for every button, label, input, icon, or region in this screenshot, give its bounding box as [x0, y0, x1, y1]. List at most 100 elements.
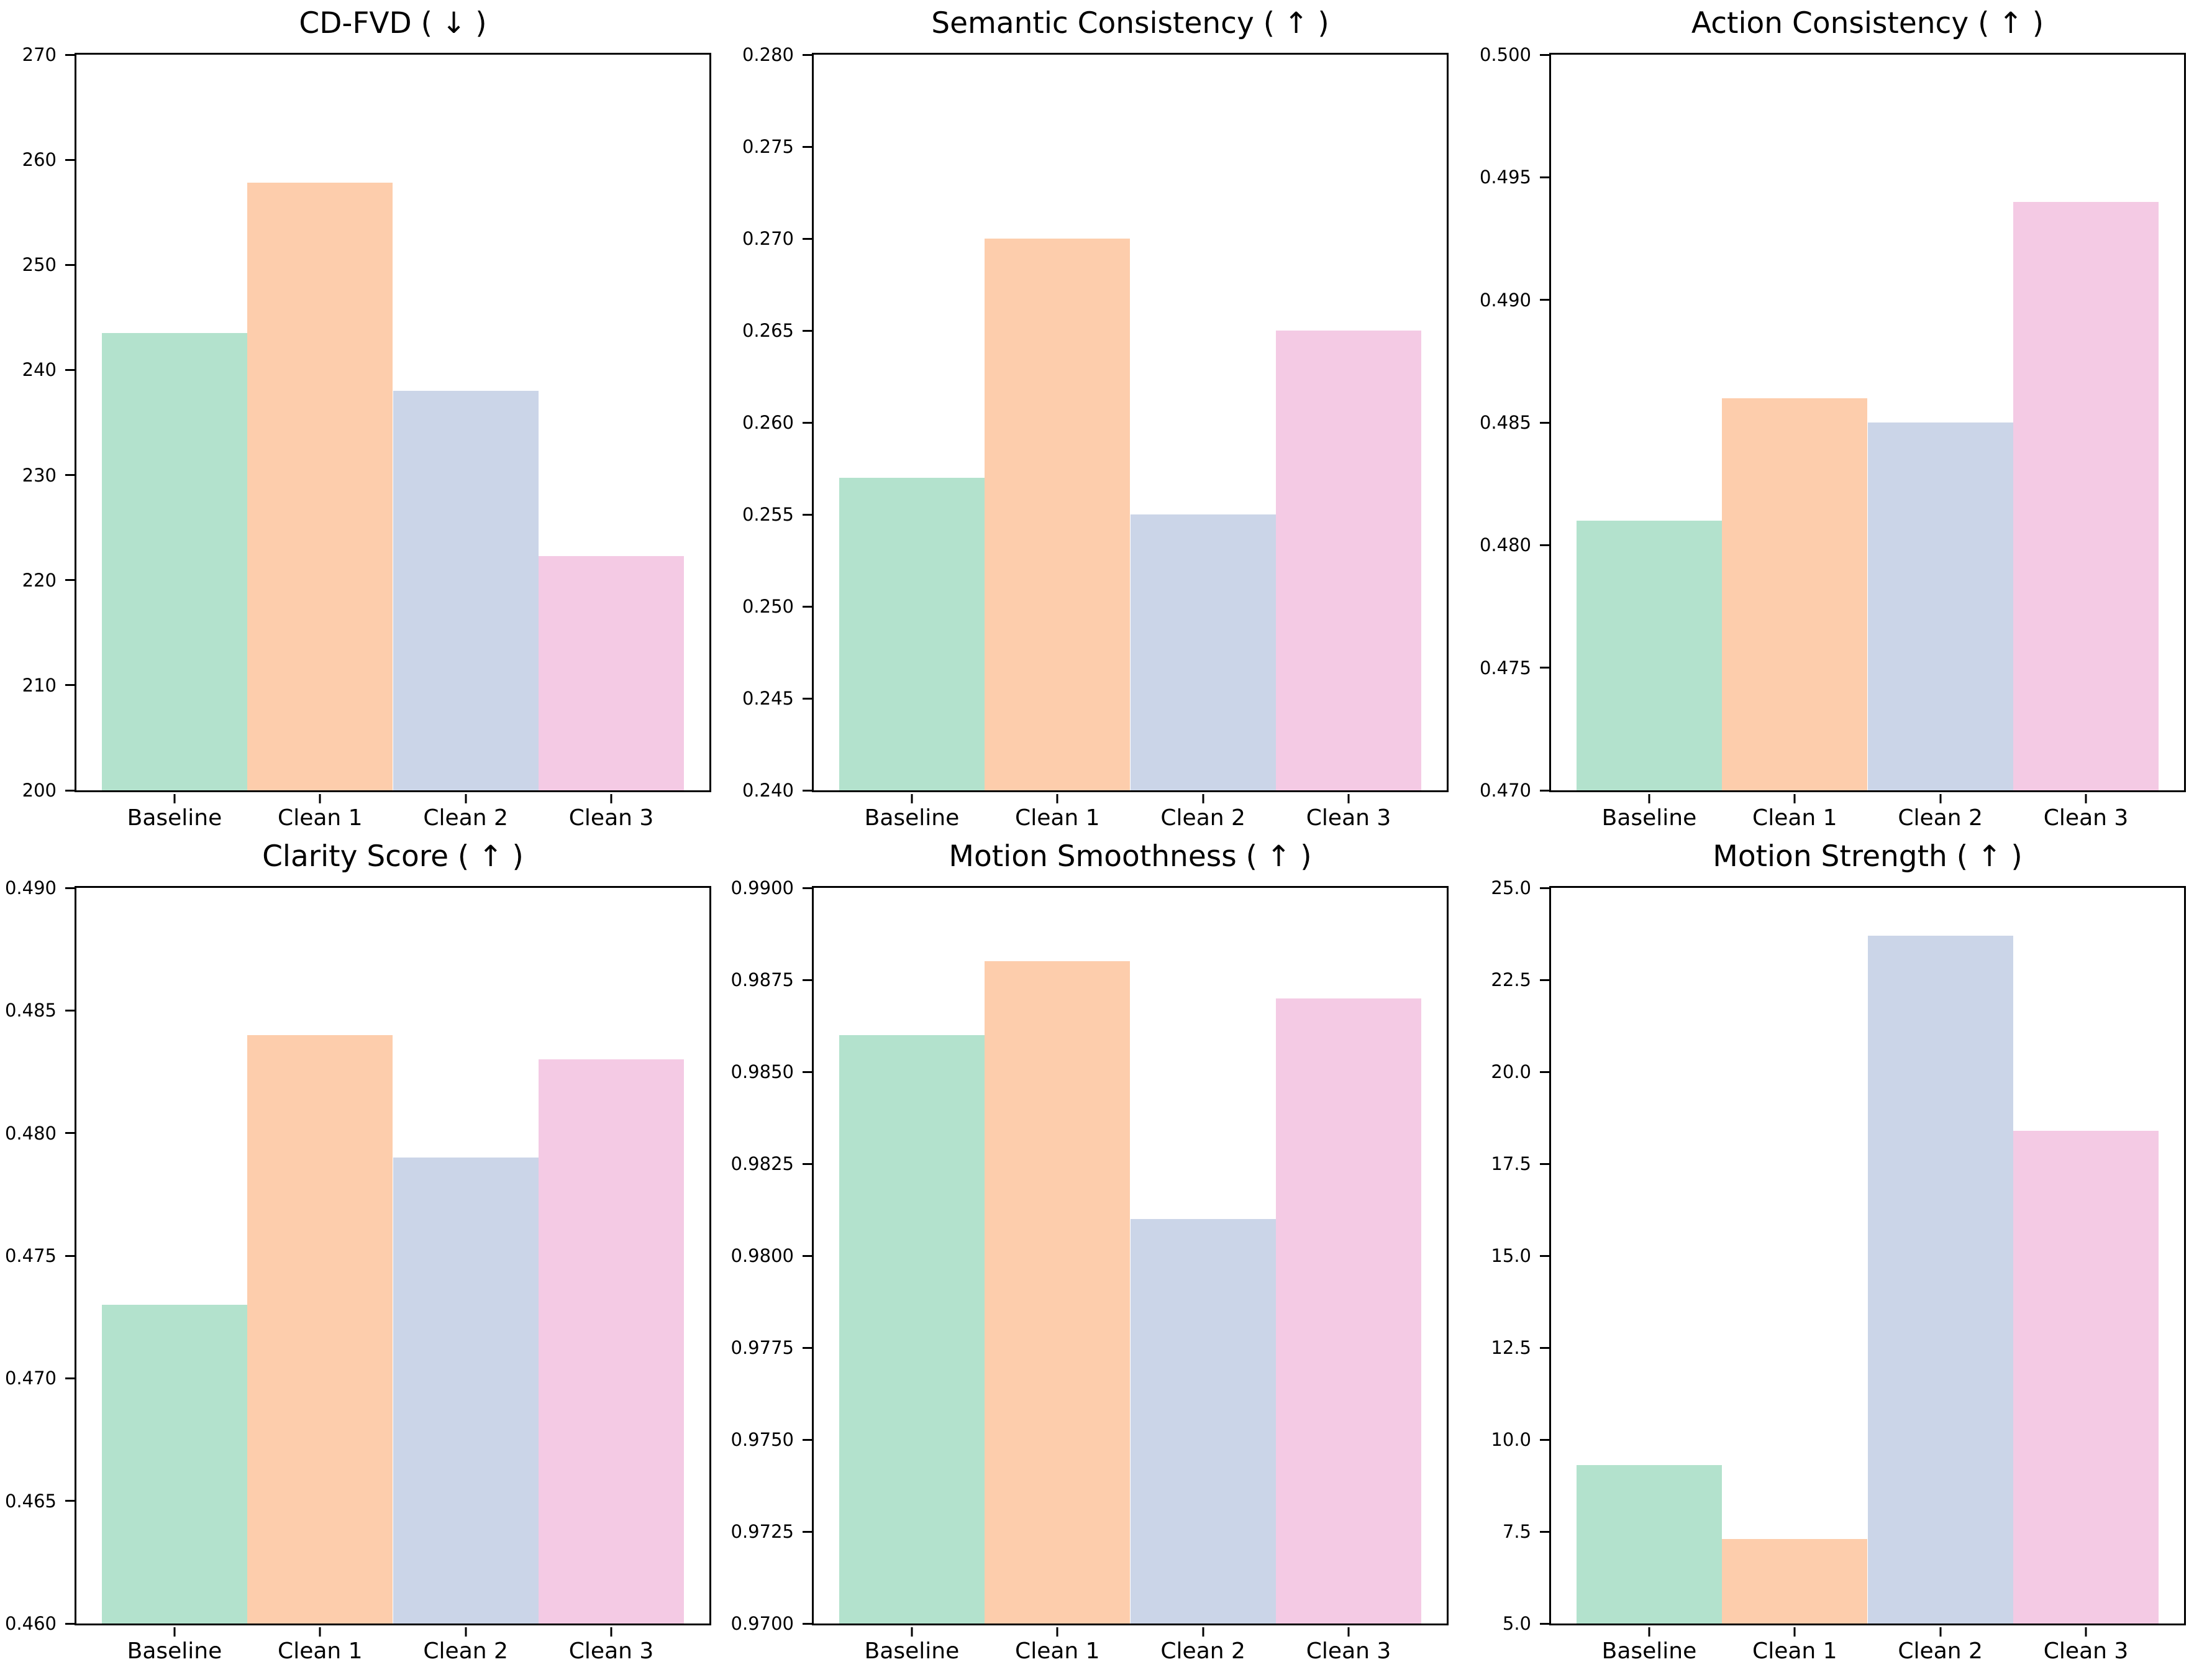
y-tick-mark: [1540, 1071, 1549, 1073]
y-tick-label: 0.270: [742, 228, 794, 249]
y-tick-label: 0.460: [4, 1613, 57, 1634]
bar-baseline: [1576, 520, 1723, 790]
y-tick-mark: [803, 1254, 812, 1257]
y-tick-mark: [1540, 421, 1549, 424]
y-tick-label: 260: [22, 149, 57, 171]
chart-title: Motion Smoothness ( ↑ ): [949, 839, 1312, 874]
x-tick-label: Clean 2: [1160, 1638, 1245, 1664]
x-tick-mark: [1939, 794, 1942, 803]
x-tick-mark: [1347, 1627, 1350, 1637]
x-tick-mark: [319, 1627, 321, 1637]
x-tick-mark: [465, 1627, 467, 1637]
x-tick-label: Baseline: [864, 1638, 960, 1664]
bar-clean-3: [2013, 201, 2159, 790]
x-tick-mark: [2085, 1627, 2087, 1637]
bar-clean-2: [1867, 935, 2013, 1624]
y-tick-mark: [803, 145, 812, 148]
y-tick-mark: [65, 1009, 75, 1012]
y-tick-label: 0.9775: [731, 1337, 794, 1358]
x-tick-mark: [1202, 794, 1204, 803]
y-tick-mark: [803, 887, 812, 889]
plot-area: 0.9700 0.9725 0.9750 0.9775 0.9800 0.9825 0.98…: [731, 877, 1449, 1664]
y-tick-label: 0.280: [742, 44, 794, 65]
y-tick-label: 0.245: [742, 688, 794, 709]
y-tick-label: 240: [22, 359, 57, 381]
y-tick-label: 25.0: [1491, 877, 1531, 898]
y-tick-label: 0.480: [4, 1122, 57, 1144]
x-tick-mark: [2085, 794, 2087, 803]
y-tick-label: 270: [22, 44, 57, 65]
subplot-action-consistency: Action Consistency ( ↑ ) 0.470 0.475 0.480…: [1475, 0, 2212, 833]
y-tick-mark: [65, 1377, 75, 1379]
x-tick-mark: [610, 794, 612, 803]
y-tick-label: 0.255: [742, 504, 794, 525]
y-tick-label: 0.480: [1479, 534, 1531, 556]
x-tick-label: Clean 2: [1898, 1638, 1983, 1664]
chart-title: CD-FVD ( ↓ ): [299, 6, 487, 40]
y-tick-label: 200: [22, 780, 57, 801]
bar-clean-3: [1275, 998, 1422, 1624]
bar-clean-1: [247, 183, 393, 790]
x-tick-mark: [1056, 1627, 1058, 1637]
bar-baseline: [101, 1304, 248, 1624]
y-tick-mark: [65, 789, 75, 792]
y-tick-mark: [803, 1530, 812, 1533]
y-tick-label: 0.250: [742, 596, 794, 617]
y-tick-mark: [1540, 1622, 1549, 1625]
bar-baseline: [839, 477, 985, 790]
x-tick-label: Clean 3: [1306, 805, 1391, 831]
x-tick-mark: [173, 794, 176, 803]
bar-baseline: [1576, 1465, 1723, 1624]
y-tick-label: 0.9800: [731, 1245, 794, 1266]
y-tick-mark: [1540, 1346, 1549, 1349]
y-tick-mark: [803, 1071, 812, 1073]
y-tick-label: 20.0: [1491, 1061, 1531, 1082]
y-tick-mark: [1540, 1162, 1549, 1165]
y-tick-label: 0.9825: [731, 1153, 794, 1174]
y-tick-label: 230: [22, 464, 57, 486]
bar-clean-3: [538, 555, 685, 790]
plot-area: 5.0 7.5 10.0 12.5 15.0 17.5 20.0 22.5 25.0 Baseli…: [1491, 877, 2186, 1664]
y-tick-mark: [1540, 979, 1549, 981]
bar-baseline: [101, 333, 248, 790]
y-tick-label: 0.240: [742, 780, 794, 801]
chart-title: Clarity Score ( ↑ ): [262, 839, 524, 874]
x-tick-label: Baseline: [127, 1638, 222, 1664]
y-tick-mark: [803, 513, 812, 516]
y-tick-mark: [65, 1622, 75, 1625]
y-tick-label: 0.475: [4, 1245, 57, 1266]
x-tick-label: Clean 1: [1752, 1638, 1837, 1664]
y-tick-label: 0.500: [1479, 44, 1531, 65]
x-tick-mark: [911, 794, 913, 803]
bar-clean-2: [393, 1158, 539, 1624]
plot-area: 0.460 0.465 0.470 0.475 0.480 0.485 0.490 Basel…: [5, 877, 711, 1664]
x-tick-mark: [610, 1627, 612, 1637]
subplot-clarity-score: Clarity Score ( ↑ ) 0.460 0.465 0.470 0.475…: [0, 833, 737, 1666]
bar-clean-1: [1722, 398, 1868, 790]
y-tick-mark: [1540, 1254, 1549, 1257]
subplot-cd-fvd: CD-FVD ( ↓ ) 200 210 220 230 240 250 260 270 Bas…: [0, 0, 737, 833]
y-tick-label: 0.465: [4, 1490, 57, 1512]
x-tick-mark: [1793, 1627, 1796, 1637]
x-tick-label: Baseline: [864, 805, 960, 831]
y-tick-mark: [65, 1500, 75, 1502]
x-tick-label: Clean 2: [1898, 805, 1983, 831]
bar-clean-3: [538, 1059, 685, 1624]
x-tick-label: Clean 3: [2043, 805, 2129, 831]
y-tick-label: 0.485: [4, 1000, 57, 1021]
x-tick-mark: [1648, 794, 1650, 803]
bar-clean-2: [393, 391, 539, 790]
x-tick-mark: [1939, 1627, 1942, 1637]
y-tick-label: 7.5: [1502, 1521, 1531, 1542]
y-tick-mark: [1540, 53, 1549, 56]
bar-clean-2: [1867, 422, 2013, 790]
y-tick-mark: [65, 887, 75, 889]
y-tick-label: 0.485: [1479, 412, 1531, 433]
bar-clean-1: [247, 1034, 393, 1624]
x-tick-mark: [465, 794, 467, 803]
x-tick-label: Clean 1: [1015, 805, 1100, 831]
y-tick-label: 250: [22, 254, 57, 276]
y-tick-label: 0.495: [1479, 167, 1531, 188]
x-tick-mark: [1793, 794, 1796, 803]
y-tick-label: 17.5: [1491, 1153, 1531, 1174]
